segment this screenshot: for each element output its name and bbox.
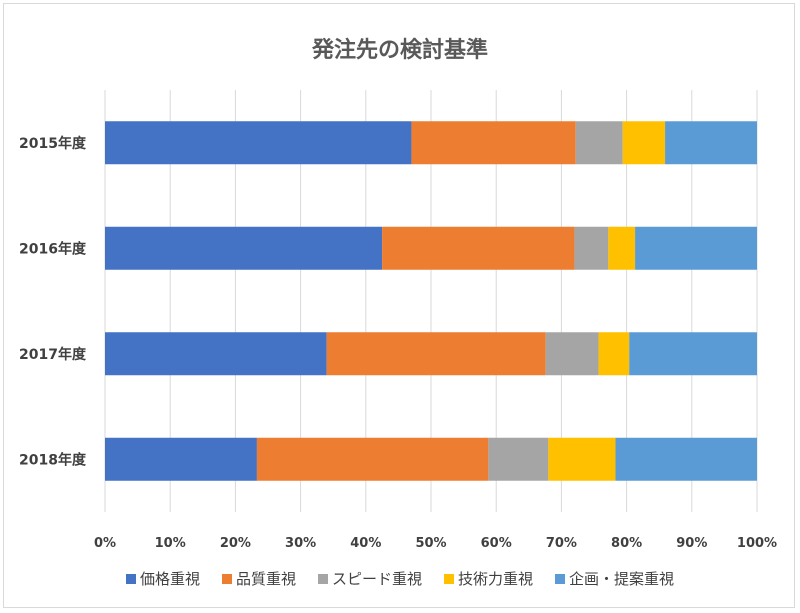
- bar-segment: [575, 121, 623, 165]
- bar-segment: [615, 437, 757, 481]
- category-label: 2017年度: [19, 346, 87, 363]
- legend-swatch: [444, 573, 454, 584]
- bar-segment: [105, 121, 412, 165]
- bar-segment: [548, 437, 616, 481]
- x-tick-label: 0%: [94, 536, 116, 551]
- bar-segment: [574, 226, 609, 270]
- bar-segment: [105, 437, 257, 481]
- x-tick-label: 60%: [481, 536, 512, 551]
- bar-segment: [256, 437, 489, 481]
- bar-segment: [488, 437, 549, 481]
- x-tick-label: 80%: [611, 536, 642, 551]
- legend-label: スピード重視: [331, 570, 422, 588]
- legend: 価格重視 品質重視 スピード重視 技術力重視 企画・提案重視: [0, 568, 800, 589]
- x-tick-label: 30%: [285, 536, 316, 551]
- chart-frame: [3, 3, 795, 608]
- x-tick-label: 50%: [415, 536, 446, 551]
- category-label: 2016年度: [19, 240, 87, 257]
- legend-label: 企画・提案重視: [569, 570, 675, 588]
- bar-segment: [326, 332, 546, 376]
- legend-label: 技術力重視: [458, 570, 534, 588]
- bar-segment: [545, 332, 599, 376]
- bar-segment: [598, 332, 630, 376]
- x-tick-label: 100%: [737, 536, 777, 551]
- x-tick-label: 40%: [350, 536, 381, 551]
- legend-swatch: [555, 573, 566, 584]
- legend-item: 企画・提案重視: [555, 568, 674, 589]
- category-label: 2015年度: [19, 135, 87, 152]
- legend-item: スピード重視: [317, 568, 422, 589]
- x-tick-label: 20%: [220, 536, 251, 551]
- bar-segment: [608, 226, 636, 270]
- legend-label: 価格重視: [139, 570, 200, 588]
- chart-title: 発注先の検討基準: [311, 38, 488, 63]
- legend-item: 品質重視: [221, 568, 296, 589]
- bar-segment: [411, 121, 576, 165]
- legend-swatch: [221, 573, 232, 584]
- bar-segment: [382, 226, 575, 270]
- x-tick-label: 10%: [155, 536, 186, 551]
- legend-swatch: [317, 573, 328, 584]
- legend-label: 品質重視: [235, 570, 296, 588]
- bar-segment: [635, 226, 757, 270]
- legend-item: 技術力重視: [444, 568, 533, 589]
- bar-segment: [105, 226, 383, 270]
- x-tick-label: 90%: [676, 536, 707, 551]
- legend-swatch: [125, 573, 136, 584]
- bar-segment: [629, 332, 757, 376]
- bar-segment: [665, 121, 757, 165]
- bar-segment: [105, 332, 327, 376]
- legend-item: 価格重視: [125, 568, 200, 589]
- category-label: 2018年度: [19, 451, 87, 468]
- bar-segment: [622, 121, 666, 165]
- x-tick-label: 70%: [546, 536, 577, 551]
